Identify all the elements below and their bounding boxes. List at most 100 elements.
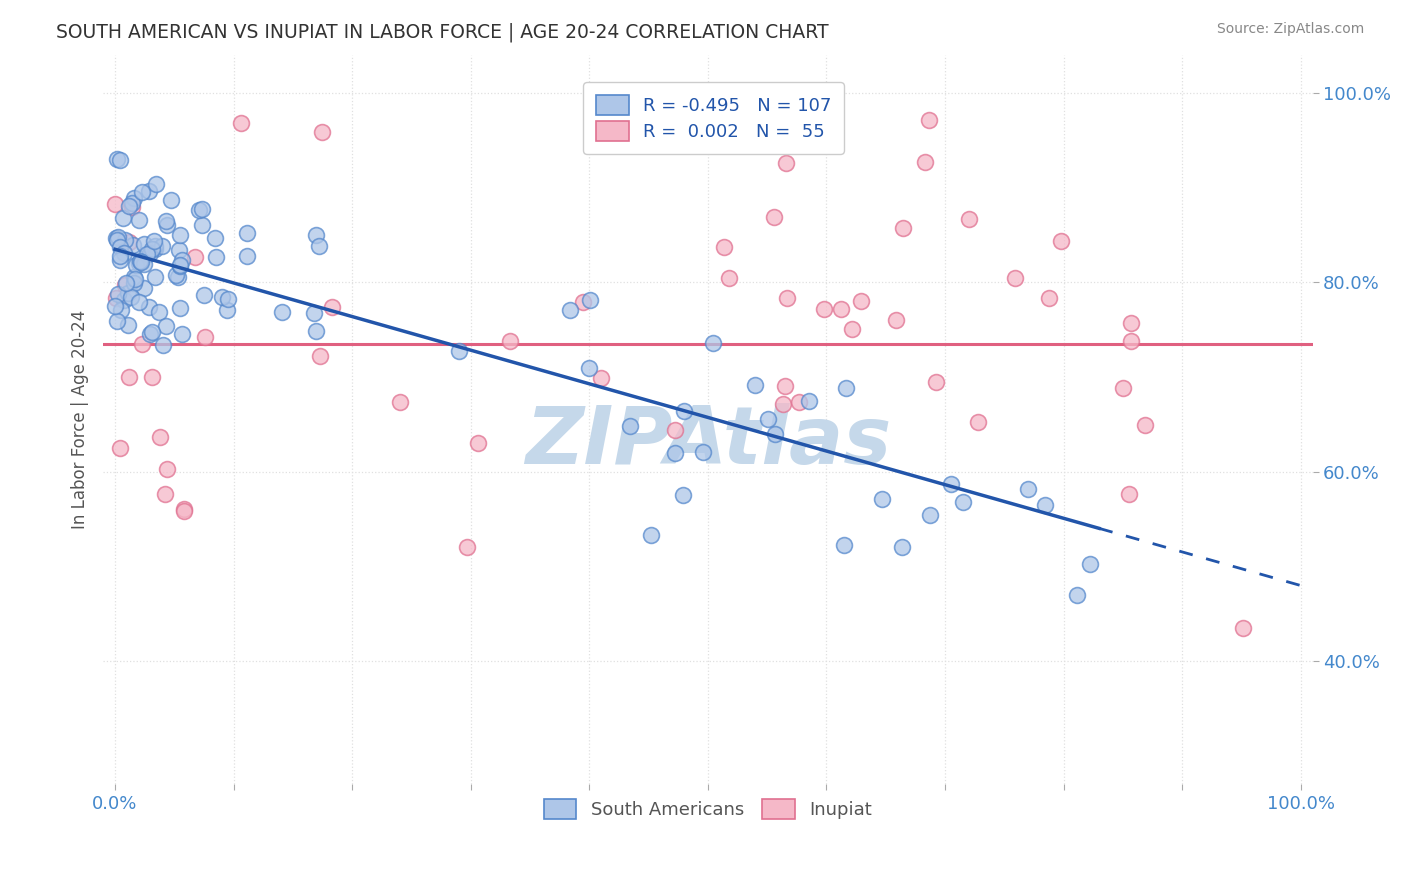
Point <box>125 258 148 272</box>
Y-axis label: In Labor Force | Age 20-24: In Labor Force | Age 20-24 <box>72 310 89 530</box>
Point <box>132 237 155 252</box>
Point <box>672 404 695 418</box>
Point <box>449 343 471 358</box>
Point <box>925 375 948 389</box>
Point <box>1119 316 1142 330</box>
Point <box>141 242 163 256</box>
Point <box>128 295 150 310</box>
Point <box>110 153 132 167</box>
Point <box>169 259 191 273</box>
Point <box>799 393 821 408</box>
Point <box>772 397 794 411</box>
Point <box>112 211 135 225</box>
Point <box>145 177 167 191</box>
Point <box>920 508 942 522</box>
Point <box>169 301 191 316</box>
Point <box>671 488 693 502</box>
Point <box>718 271 741 285</box>
Point <box>830 301 852 316</box>
Point <box>155 318 177 333</box>
Point <box>131 254 153 268</box>
Point <box>194 329 217 343</box>
Point <box>118 235 141 249</box>
Point <box>1118 487 1140 501</box>
Point <box>308 238 330 252</box>
Point <box>851 293 873 308</box>
Point <box>129 253 152 268</box>
Point <box>217 293 239 307</box>
Point <box>104 299 127 313</box>
Point <box>664 446 686 460</box>
Point <box>952 495 974 509</box>
Point <box>775 156 797 170</box>
Point <box>132 280 155 294</box>
Point <box>321 300 343 314</box>
Point <box>105 314 128 328</box>
Point <box>941 476 963 491</box>
Point <box>193 287 215 301</box>
Text: Source: ZipAtlas.com: Source: ZipAtlas.com <box>1216 22 1364 37</box>
Point <box>104 197 127 211</box>
Text: SOUTH AMERICAN VS INUPIAT IN LABOR FORCE | AGE 20-24 CORRELATION CHART: SOUTH AMERICAN VS INUPIAT IN LABOR FORCE… <box>56 22 830 42</box>
Point <box>1112 381 1135 395</box>
Point <box>121 196 143 211</box>
Point <box>117 318 139 332</box>
Point <box>891 220 914 235</box>
Point <box>309 350 332 364</box>
Point <box>152 338 174 352</box>
Point <box>107 230 129 244</box>
Point <box>579 293 602 307</box>
Point <box>578 361 600 376</box>
Point <box>183 250 205 264</box>
Point <box>236 249 259 263</box>
Point <box>591 370 613 384</box>
Point <box>108 249 131 263</box>
Point <box>765 426 787 441</box>
Point <box>957 211 980 226</box>
Point <box>112 293 135 308</box>
Point <box>204 231 226 245</box>
Point <box>1049 235 1071 249</box>
Point <box>167 243 190 257</box>
Point <box>191 202 214 217</box>
Point <box>917 112 939 127</box>
Point <box>118 369 141 384</box>
Point <box>270 305 292 319</box>
Point <box>914 154 936 169</box>
Point <box>166 268 188 282</box>
Point <box>150 239 173 253</box>
Point <box>153 487 176 501</box>
Point <box>143 239 166 253</box>
Point <box>128 213 150 227</box>
Point <box>702 336 724 351</box>
Point <box>105 152 128 166</box>
Point <box>305 324 328 338</box>
Point <box>110 302 132 317</box>
Point <box>145 242 167 256</box>
Point <box>141 325 163 339</box>
Point <box>122 270 145 285</box>
Point <box>1135 417 1157 432</box>
Point <box>131 186 153 200</box>
Point <box>122 191 145 205</box>
Point <box>305 228 328 243</box>
Point <box>131 336 153 351</box>
Point <box>142 234 165 248</box>
Point <box>122 238 145 252</box>
Point <box>114 277 136 291</box>
Point <box>138 326 160 341</box>
Point <box>1017 482 1039 496</box>
Point <box>124 272 146 286</box>
Point <box>813 302 835 317</box>
Point <box>870 491 893 506</box>
Point <box>835 381 858 395</box>
Point <box>1004 271 1026 285</box>
Point <box>149 430 172 444</box>
Point <box>122 276 145 290</box>
Point <box>558 303 581 318</box>
Point <box>173 501 195 516</box>
Point <box>1119 334 1142 349</box>
Point <box>169 258 191 272</box>
Point <box>841 322 863 336</box>
Point <box>143 269 166 284</box>
